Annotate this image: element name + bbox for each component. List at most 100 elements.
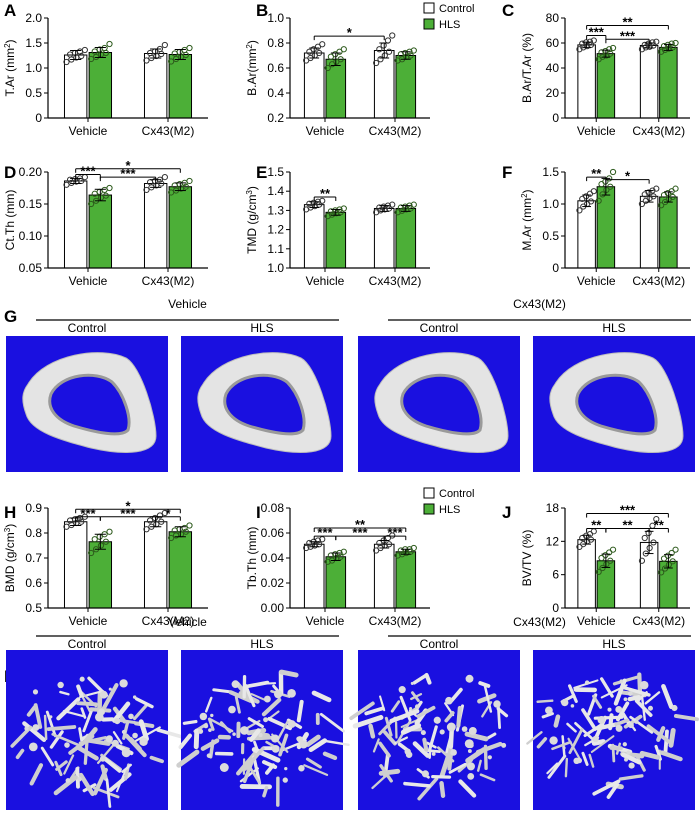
bar-H-control-1: [144, 522, 166, 608]
trabecular-node-10-2: [122, 730, 126, 734]
panel-letter-F: F: [502, 163, 512, 182]
trabecular-node-13-5: [626, 750, 630, 754]
group-label-G-1: Cx43(M2): [513, 297, 566, 311]
data-point-H-1-0-7: [107, 529, 112, 534]
y-axis-label-A: T.Ar (mm2): [3, 39, 17, 96]
sig-label-C-0: ***: [589, 25, 605, 40]
y-tick-label-B-4: 1.0: [267, 11, 284, 25]
sig-label-H-2: *: [165, 506, 171, 521]
data-point-H-1-1-7: [187, 523, 192, 528]
trabecula-13-30: [566, 759, 567, 776]
data-point-B-1-0-7: [341, 47, 346, 52]
trabecula-11-15: [214, 690, 231, 692]
bar-C-control-0: [578, 45, 596, 118]
y-tick-label-F-2: 1.0: [542, 197, 559, 211]
trabecular-node-12-21: [445, 697, 453, 705]
y-tick-label-J-2: 12: [546, 534, 560, 548]
trabecular-node-10-4: [139, 738, 148, 747]
trabecula-11-64: [282, 672, 297, 675]
sig-label-J-3: ***: [620, 503, 636, 518]
legend-label-1-0: Control: [439, 488, 474, 500]
trabecular-node-13-20: [628, 722, 634, 728]
trabecular-node-12-0: [469, 727, 477, 735]
data-point-D-1-0-5: [97, 189, 102, 194]
trabecular-node-10-21: [109, 688, 112, 691]
y-axis-label-C: B.Ar/T.Ar (%): [520, 33, 534, 103]
y-tick-label-H-3: 0.8: [25, 526, 42, 540]
y-tick-label-D-0: 0.05: [19, 261, 43, 275]
trabecular-node-10-19: [119, 679, 127, 687]
sig-label-F-1: *: [625, 169, 631, 184]
y-tick-label-E-1: 1.1: [267, 242, 284, 256]
y-tick-label-C-3: 60: [546, 36, 560, 50]
bar-E-hls-0: [326, 212, 346, 268]
y-tick-label-D-2: 0.15: [19, 197, 43, 211]
condition-label-K-3: HLS: [602, 637, 625, 651]
panel-letter-D: D: [4, 163, 16, 182]
data-point-J-1-1-7: [673, 547, 678, 552]
data-point-H-0-1-5: [152, 515, 157, 520]
panel-letter-E: E: [256, 163, 267, 182]
trabecular-node-10-23: [49, 715, 52, 718]
trabecula-12-31: [424, 740, 426, 750]
x-tick-label-F-0: Vehicle: [577, 274, 616, 288]
trabecular-node-13-24: [571, 704, 575, 708]
legend-swatch-1-1: [424, 504, 434, 514]
condition-label-G-1: HLS: [250, 321, 273, 335]
trabecular-node-12-19: [467, 762, 475, 770]
y-tick-label-C-4: 80: [546, 11, 560, 25]
data-point-D-1-0-6: [102, 187, 107, 192]
bar-I-hls-1: [396, 552, 416, 608]
trabecular-node-13-22: [607, 708, 611, 712]
panel-letter-J: J: [502, 503, 511, 522]
x-tick-label-I-0: Vehicle: [306, 614, 345, 628]
sig-label-I-3: **: [355, 517, 366, 532]
trabecula-12-66: [430, 744, 431, 758]
condition-label-G-3: HLS: [602, 321, 625, 335]
x-tick-label-J-0: Vehicle: [577, 614, 616, 628]
bar-H-hls-1: [169, 532, 191, 608]
y-tick-label-D-3: 0.20: [19, 165, 43, 179]
trabecular-node-12-24: [466, 675, 474, 683]
y-tick-label-B-1: 0.4: [267, 86, 284, 100]
sig-label-I-0: ***: [317, 525, 333, 540]
trabecular-node-10-10: [106, 735, 113, 742]
trabecular-node-10-11: [114, 718, 120, 724]
trabecular-node-12-14: [434, 717, 441, 724]
trabecular-node-11-13: [284, 767, 287, 770]
trabecular-node-10-5: [32, 724, 39, 731]
x-tick-label-C-1: Cx43(M2): [632, 124, 685, 138]
trabecular-node-11-1: [259, 733, 263, 737]
y-axis-label-E: TMD (g/cm3): [245, 186, 259, 254]
sig-label-C-1: ***: [620, 28, 636, 43]
data-point-H-1-0-4: [92, 537, 97, 542]
sig-label-F-0: **: [591, 166, 602, 181]
trabecula-12-11: [371, 726, 373, 736]
trabecular-node-13-12: [624, 758, 628, 762]
trabecular-node-13-17: [635, 720, 639, 724]
condition-label-K-1: HLS: [250, 637, 273, 651]
y-tick-label-E-0: 1.0: [267, 261, 284, 275]
trabecular-node-13-16: [577, 758, 582, 763]
trabecula-12-45: [405, 784, 429, 786]
trabecular-node-13-21: [615, 706, 622, 713]
data-point-B-0-1-7: [390, 33, 395, 38]
trabecular-node-11-14: [210, 714, 213, 717]
x-tick-label-C-0: Vehicle: [577, 124, 616, 138]
bar-H-control-0: [64, 522, 86, 608]
y-tick-label-B-2: 0.6: [267, 61, 284, 75]
y-tick-label-B-3: 0.8: [267, 36, 284, 50]
panel-letter-H: H: [4, 503, 16, 522]
trabecular-node-13-14: [648, 706, 653, 711]
data-point-A-0-0-7: [82, 47, 87, 52]
y-tick-label-H-2: 0.7: [25, 551, 42, 565]
x-tick-label-I-1: Cx43(M2): [369, 614, 422, 628]
trabecular-node-11-17: [287, 689, 296, 698]
trabecular-node-13-7: [562, 746, 565, 749]
trabecular-node-12-4: [422, 770, 429, 777]
